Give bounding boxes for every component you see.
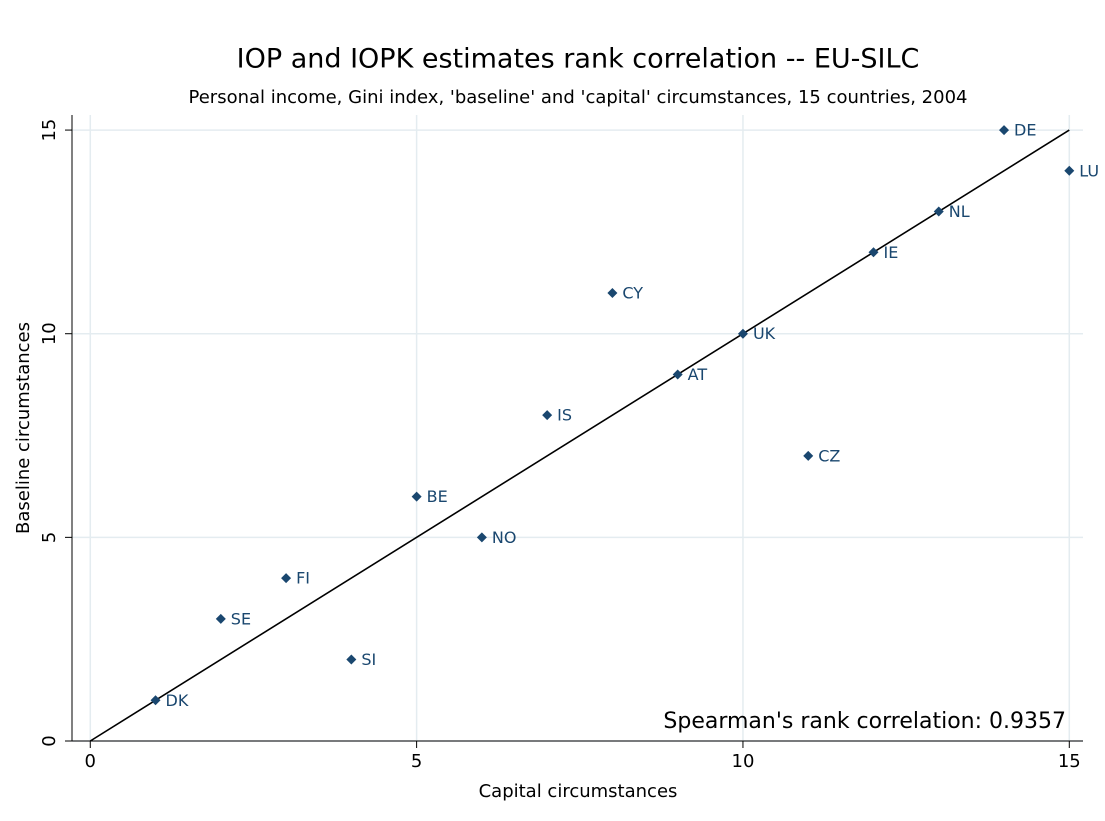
chart-subtitle: Personal income, Gini index, 'baseline' … <box>189 87 968 108</box>
point <box>542 410 553 421</box>
x-tick-label: 5 <box>411 751 422 772</box>
point-label: NL <box>949 202 970 221</box>
y-tick-label: 5 <box>39 532 60 543</box>
point <box>281 573 292 584</box>
x-axis-label: Capital circumstances <box>479 781 678 802</box>
point <box>999 125 1010 136</box>
reference-line <box>89 129 1070 742</box>
y-tick-label: 10 <box>39 322 60 345</box>
point-label: SE <box>231 609 251 628</box>
point <box>150 695 161 706</box>
annotation: Spearman's rank correlation: 0.9357 <box>663 709 1066 734</box>
point <box>933 206 944 217</box>
point <box>607 287 618 298</box>
x-tick-label: 10 <box>732 751 755 772</box>
point-label: CZ <box>818 446 840 465</box>
point-label: BE <box>427 487 448 506</box>
point <box>868 247 879 258</box>
point-label: IE <box>883 243 898 262</box>
point-label: DK <box>166 691 189 710</box>
point-label: LU <box>1079 161 1099 180</box>
point-label: NO <box>492 528 517 547</box>
x-tick-label: 15 <box>1058 751 1081 772</box>
y-tick-label: 15 <box>39 119 60 142</box>
point-label: UK <box>753 324 776 343</box>
point <box>803 450 814 461</box>
x-tick-label: 0 <box>85 751 96 772</box>
point-label: IS <box>557 406 572 425</box>
point <box>737 328 748 339</box>
point <box>215 613 226 624</box>
point <box>672 369 683 380</box>
point-label: SI <box>361 650 376 669</box>
y-axis-label: Baseline circumstances <box>13 322 34 534</box>
y-tick-label: 0 <box>39 735 60 746</box>
point <box>346 654 357 665</box>
point <box>1064 165 1075 176</box>
point <box>411 491 422 502</box>
chart-title: IOP and IOPK estimates rank correlation … <box>237 44 920 75</box>
point-label: DE <box>1014 121 1036 140</box>
point <box>476 532 487 543</box>
point-label: AT <box>688 365 708 384</box>
point-label: CY <box>622 283 643 302</box>
point-label: FI <box>296 569 310 588</box>
